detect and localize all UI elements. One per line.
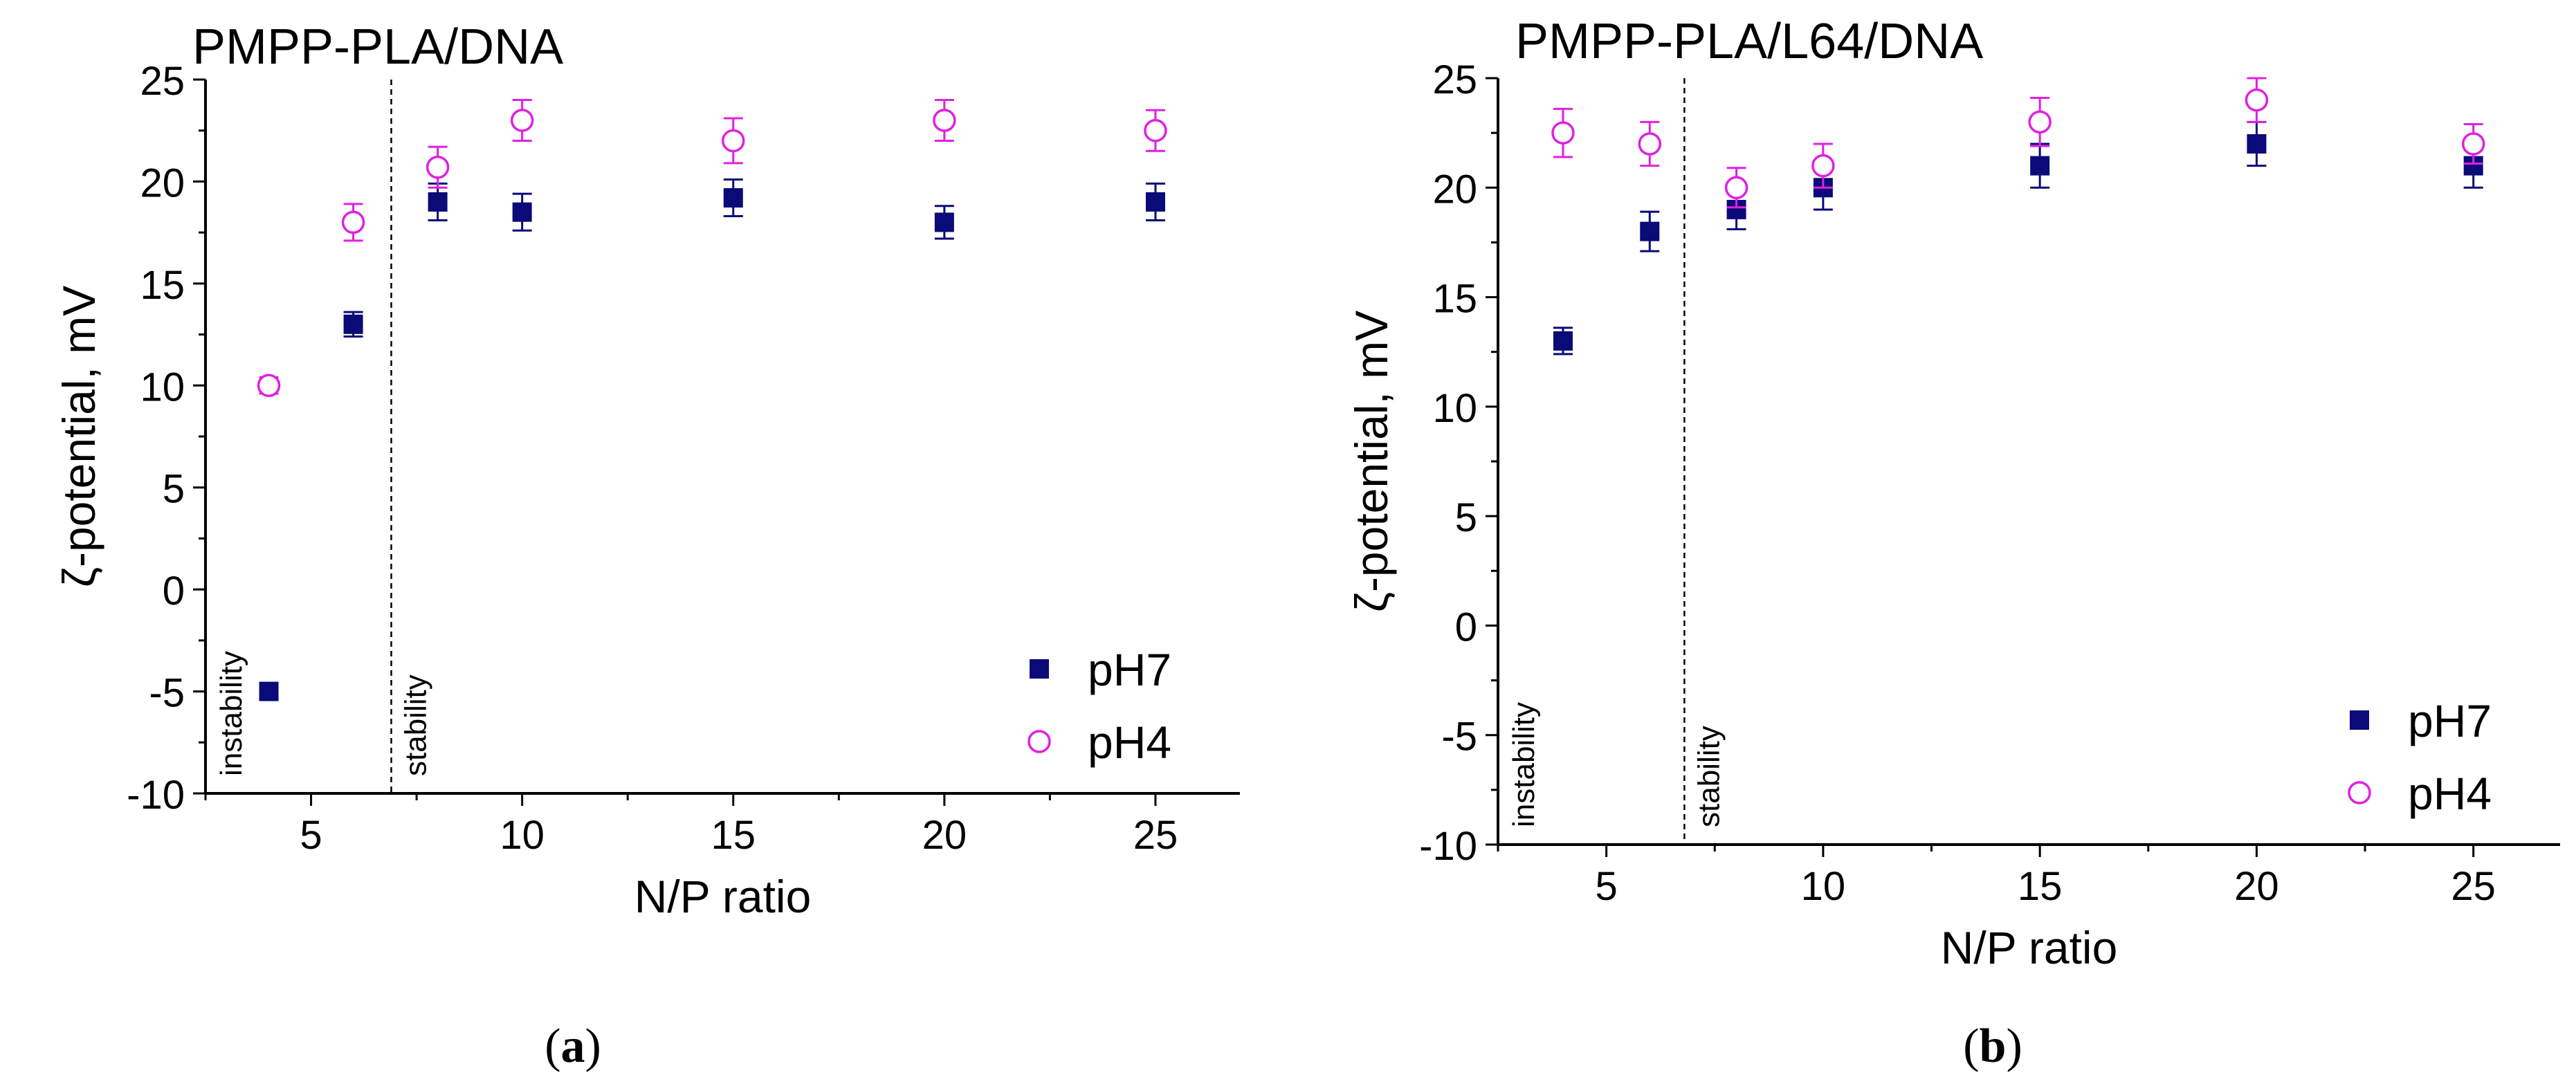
x-tick-label: 20 xyxy=(922,813,967,858)
legend-marker-pH7 xyxy=(1030,659,1049,679)
data-point-pH4 xyxy=(722,129,745,153)
data-point-pH7 xyxy=(723,188,743,208)
y-tick-label: 25 xyxy=(1432,57,1477,102)
data-point-pH4 xyxy=(1551,121,1575,145)
data-point-pH7 xyxy=(2247,134,2267,154)
data-point-pH4 xyxy=(2461,132,2485,156)
y-tick-label: 10 xyxy=(140,365,185,409)
y-tick-label: 25 xyxy=(140,59,185,104)
data-point-pH7 xyxy=(343,314,363,334)
legend-label-pH7: pH7 xyxy=(2408,695,2492,746)
data-point-pH4 xyxy=(933,109,956,132)
x-tick-label: 20 xyxy=(2234,864,2279,909)
chart-panel-b: -10 -5 0 5 10 15 20 25 5 10 15 20 25 N/P ratio ζ-poten… xyxy=(1346,14,2560,1073)
x-tick-label: 5 xyxy=(300,813,322,858)
x-axis-label: N/P ratio xyxy=(1941,922,2118,973)
data-point-pH7 xyxy=(2030,156,2050,176)
x-tick-label: 15 xyxy=(2018,864,2063,909)
data-point-pH4 xyxy=(2028,110,2052,134)
y-tick-label: 15 xyxy=(1432,277,1477,322)
y-axis-label: ζ-potential, mV xyxy=(53,286,104,587)
data-point-pH7 xyxy=(512,202,532,222)
data-point-pH7 xyxy=(1553,331,1573,351)
legend-marker-pH4 xyxy=(1027,730,1051,753)
x-tick-label: 10 xyxy=(500,813,545,858)
y-tick-label: -10 xyxy=(1419,824,1477,869)
chart-title: PMPP-PLA/DNA xyxy=(192,19,563,75)
data-point-pH4 xyxy=(510,109,534,132)
data-point-pH4 xyxy=(1724,176,1748,200)
panel-caption: (b) xyxy=(1963,1020,2022,1073)
x-axis-label: N/P ratio xyxy=(634,871,812,922)
y-tick-label: 10 xyxy=(1432,386,1477,431)
caption-close-paren: ) xyxy=(585,1020,601,1073)
chart-panel-a: -10 -5 0 5 10 15 20 25 5 10 15 20 25 N/P ratio ζ-poten… xyxy=(53,19,1240,1073)
y-tick-label: -10 xyxy=(127,773,185,818)
data-point-pH7 xyxy=(1145,192,1165,212)
y-tick-label: 0 xyxy=(1455,605,1477,650)
y-tick-label: 5 xyxy=(163,467,185,512)
data-point-pH4 xyxy=(1144,118,1167,142)
legend-label-pH4: pH4 xyxy=(1088,717,1171,768)
y-tick-label: 0 xyxy=(163,569,185,614)
x-tick-label: 5 xyxy=(1595,864,1617,909)
region-label-stability: stability xyxy=(399,674,432,776)
y-tick-label: 20 xyxy=(140,160,185,205)
y-tick-label: 5 xyxy=(1455,495,1477,540)
x-tick-label: 15 xyxy=(711,813,756,858)
y-tick-label: -5 xyxy=(149,671,185,716)
y-axis-label: ζ-potential, mV xyxy=(1346,311,1397,612)
legend-marker-pH4 xyxy=(2348,781,2371,804)
panel-caption: (a) xyxy=(545,1020,601,1073)
data-point-pH7 xyxy=(428,192,448,212)
data-point-pH7 xyxy=(259,681,279,701)
data-point-pH4 xyxy=(257,374,281,398)
x-tick-label: 25 xyxy=(1133,813,1178,858)
caption-open-paren: ( xyxy=(1963,1020,1979,1073)
data-point-pH7 xyxy=(934,212,954,232)
region-label-stability: stability xyxy=(1692,726,1726,827)
caption-open-paren: ( xyxy=(545,1020,560,1073)
data-point-pH4 xyxy=(426,156,450,179)
y-tick-label: -5 xyxy=(1441,715,1477,760)
data-point-pH7 xyxy=(1640,221,1660,241)
caption-close-paren: ) xyxy=(2006,1020,2022,1073)
region-label-instability: instability xyxy=(1507,702,1541,827)
data-point-pH4 xyxy=(2245,88,2269,112)
x-tick-label: 25 xyxy=(2451,864,2496,909)
legend-label-pH7: pH7 xyxy=(1088,644,1171,695)
y-tick-label: 15 xyxy=(140,263,185,308)
legend-label-pH4: pH4 xyxy=(2408,768,2492,819)
legend-marker-pH7 xyxy=(2350,710,2369,730)
y-tick-label: 20 xyxy=(1432,167,1477,212)
region-label-instability: instability xyxy=(214,651,248,776)
chart-title: PMPP-PLA/L64/DNA xyxy=(1515,14,1983,69)
data-point-pH4 xyxy=(1811,154,1835,178)
caption-letter: b xyxy=(1980,1020,2007,1073)
data-point-pH4 xyxy=(1638,132,1662,156)
caption-letter: a xyxy=(561,1020,585,1073)
data-point-pH4 xyxy=(341,210,365,234)
x-tick-label: 10 xyxy=(1801,864,1846,909)
